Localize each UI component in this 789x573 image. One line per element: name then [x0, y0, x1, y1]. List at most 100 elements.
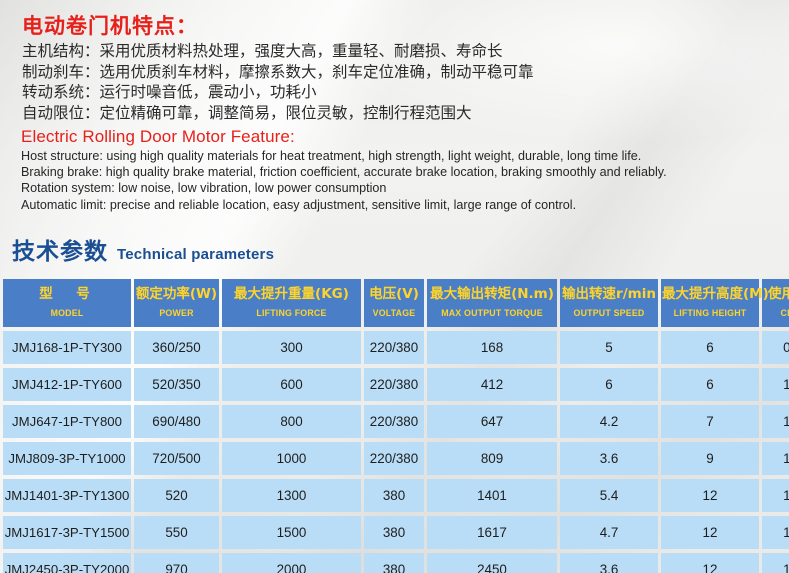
- english-feature-line: Automatic limit: precise and reliable lo…: [21, 197, 577, 212]
- technical-parameters-heading: 技术参数 Technical parameters: [12, 232, 274, 266]
- table-cell: 520/350: [134, 368, 219, 401]
- table-cell: 12: [661, 479, 759, 512]
- table-cell: 7: [661, 405, 759, 438]
- table-cell: 220/380: [364, 405, 424, 438]
- cell-model: JMJ647-1P-TY800: [3, 405, 131, 438]
- table-cell: 10A: [762, 405, 789, 438]
- table-cell: 6: [661, 368, 759, 401]
- table-cell: 800: [222, 405, 361, 438]
- column-header-cn: 型 号: [39, 285, 95, 302]
- table-cell: 5.4: [560, 479, 658, 512]
- table-cell: 220/380: [364, 331, 424, 364]
- table-cell: 9: [661, 442, 759, 475]
- cell-model: JMJ1401-3P-TY1300: [3, 479, 131, 512]
- column-header-lifting-height: 最大提升高度(M) LIFTING HEIGHT: [661, 279, 769, 327]
- table-cell: 08B: [762, 331, 789, 364]
- chinese-feature-list: 主机结构：采用优质材料热处理，强度大高，重量轻、耐磨损、寿命长 制动刹车：选用优…: [22, 41, 534, 123]
- specification-table-body: JMJ168-1P-TY300360/250300220/3801685608B…: [3, 331, 789, 573]
- cell-model: JMJ168-1P-TY300: [3, 331, 131, 364]
- table-cell: 12A: [762, 479, 789, 512]
- table-cell: 970: [134, 553, 219, 573]
- table-cell: 720/500: [134, 442, 219, 475]
- chinese-feature-line: 主机结构：采用优质材料热处理，强度大高，重量轻、耐磨损、寿命长: [22, 42, 503, 60]
- column-header-cn: 最大输出转矩(N.m): [430, 285, 554, 302]
- chinese-feature-line: 自动限位：定位精确可靠，调整简易，限位灵敏，控制行程范围大: [22, 103, 472, 122]
- column-header-voltage: 电压(V) VOLTAGE: [364, 279, 424, 327]
- table-cell: 3.6: [560, 442, 658, 475]
- table-cell: 550: [134, 516, 219, 549]
- table-cell: 6: [661, 331, 759, 364]
- table-cell: 380: [364, 479, 424, 512]
- cell-model: JMJ412-1P-TY600: [3, 368, 131, 401]
- column-header-en: OUTPUT SPEED: [573, 308, 645, 319]
- english-feature-line: Rotation system: low noise, low vibratio…: [21, 181, 387, 196]
- table-header-row: 型 号 MODEL 额定功率(W) POWER 最大提升重量(KG) LIFTI…: [3, 279, 789, 327]
- table-cell: 220/380: [364, 368, 424, 401]
- column-header-en: POWER: [159, 308, 194, 319]
- table-cell: 10A: [762, 368, 789, 401]
- table-cell: 690/480: [134, 405, 219, 438]
- table-cell: 5: [560, 331, 658, 364]
- column-header-cn: 最大提升重量(KG): [234, 285, 349, 302]
- table-cell: 10A: [762, 442, 789, 475]
- column-header-en: VOLTAGE: [372, 308, 416, 319]
- cell-model: JMJ809-3P-TY1000: [3, 442, 131, 475]
- table-cell: 1000: [222, 442, 361, 475]
- table-cell: 412: [427, 368, 557, 401]
- specification-table: 型 号 MODEL 额定功率(W) POWER 最大提升重量(KG) LIFTI…: [0, 275, 789, 573]
- table-row: JMJ809-3P-TY1000 720/500 1000 220/380 809 3.6…: [3, 442, 789, 475]
- table-cell: 1500: [222, 516, 361, 549]
- chinese-feature-title: 电动卷门机特点：: [22, 14, 198, 38]
- english-feature-line: Host structure: using high quality mater…: [21, 149, 642, 163]
- cell-model: JMJ1617-3P-TY1500: [3, 516, 131, 549]
- english-feature-list: Host structure: using high quality mater…: [21, 148, 667, 213]
- table-cell: 1401: [427, 479, 557, 512]
- technical-parameters-heading-cn: 技术参数: [12, 239, 108, 265]
- table-cell: 4.7: [560, 516, 658, 549]
- column-header-cn: 使用链号: [768, 285, 789, 302]
- column-header-en: MAX OUTPUT TORQUE: [441, 308, 543, 319]
- column-header-cn: 最大提升高度(M): [662, 285, 769, 302]
- english-feature-line: Braking brake: high quality brake materi…: [21, 165, 667, 180]
- table-cell: 2450: [427, 553, 557, 573]
- table-cell: 380: [364, 553, 424, 573]
- table-cell: 647: [427, 405, 557, 438]
- column-header-model: 型 号 MODEL: [3, 279, 131, 327]
- technical-parameters-heading-en: Technical parameters: [117, 246, 275, 263]
- table-cell: 2000: [222, 553, 361, 573]
- table-cell: 16A: [762, 553, 789, 573]
- chinese-feature-line: 转动系统：运行时噪音低，震动小，功耗小: [22, 83, 317, 101]
- chinese-feature-line: 制动刹车：选用优质刹车材料，摩擦系数大，刹车定位准确，制动平稳可靠: [22, 62, 534, 81]
- table-cell: 300: [222, 331, 361, 364]
- table-row: JMJ647-1P-TY800 690/480 800 220/380 647 4.2 7 1…: [3, 405, 789, 438]
- table-cell: 12: [661, 516, 759, 549]
- table-cell: 3.6: [560, 553, 658, 573]
- column-header-cn: 额定功率(W): [135, 285, 218, 302]
- table-cell: 520: [134, 479, 219, 512]
- column-header-max-output-torque: 最大输出转矩(N.m) MAX OUTPUT TORQUE: [427, 279, 557, 327]
- column-header-en: MODEL: [50, 308, 84, 319]
- column-header-en: CHAIN: [780, 308, 789, 319]
- table-cell: 380: [364, 516, 424, 549]
- column-header-output-speed: 输出转速r/min OUTPUT SPEED: [560, 279, 658, 327]
- table-cell: 168: [427, 331, 557, 364]
- cell-model: JMJ2450-3P-TY2000: [3, 553, 131, 573]
- table-cell: 12: [661, 553, 759, 573]
- column-header-cn: 电压(V): [369, 285, 419, 302]
- table-cell: 6: [560, 368, 658, 401]
- table-cell: 4.2: [560, 405, 658, 438]
- column-header-lifting-force: 最大提升重量(KG) LIFTING FORCE: [222, 279, 361, 327]
- table-cell: 360/250: [134, 331, 219, 364]
- table-cell: 220/380: [364, 442, 424, 475]
- table-cell: 809: [427, 442, 557, 475]
- column-header-en: LIFTING FORCE: [256, 308, 327, 319]
- column-header-en: LIFTING HEIGHT: [673, 308, 747, 319]
- table-cell: 600: [222, 368, 361, 401]
- english-feature-title: Electric Rolling Door Motor Feature:: [21, 127, 295, 146]
